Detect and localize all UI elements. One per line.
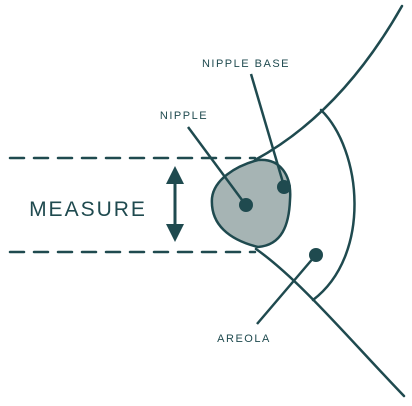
measure-arrow (166, 166, 184, 242)
label: NIPPLE BASE (202, 58, 290, 70)
areola-arc (311, 108, 356, 302)
pointer-dot (277, 180, 291, 194)
pointer-dot (309, 248, 323, 262)
pointer-line (249, 73, 286, 187)
pointer-line (186, 126, 247, 205)
pointer-dot (239, 198, 253, 212)
pointer-line (256, 255, 316, 325)
label: AREOLA (217, 333, 271, 345)
label: NIPPLE (160, 110, 208, 122)
label: MEASURE (29, 198, 147, 221)
breast-contour (253, 4, 404, 162)
breast-contour (254, 247, 406, 398)
